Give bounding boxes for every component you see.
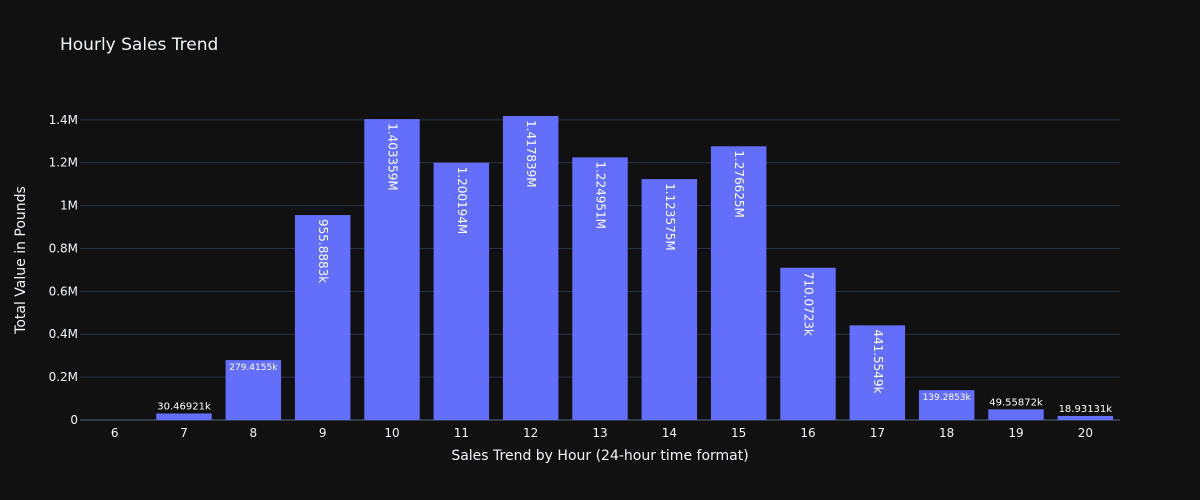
- x-tick-label: 10: [384, 426, 399, 440]
- x-tick-label: 8: [250, 426, 258, 440]
- bar-hour-14: [641, 179, 698, 420]
- bar-hour-16: [780, 267, 836, 420]
- y-tick-label: 0: [70, 413, 78, 427]
- bar-hour-8: [225, 360, 282, 420]
- bar-data-label: 1.200194M: [455, 167, 469, 235]
- bar-hour-7: [156, 413, 212, 420]
- bar-data-label: 18.93131k: [1059, 404, 1113, 415]
- x-tick-label: 15: [731, 426, 746, 440]
- x-tick-label: 16: [800, 426, 815, 440]
- bar-data-label: 1.276625M: [732, 150, 746, 218]
- x-axis-ticks: 6 7 8 9 10 11 12 13 14 15 16 17 18 19 20: [111, 426, 1093, 440]
- bar-hour-10: [364, 119, 420, 420]
- x-tick-label: 6: [111, 426, 119, 440]
- bar-data-label: 1.403359M: [386, 123, 400, 191]
- bar-data-label: 139.2853k: [923, 393, 972, 403]
- bar-hour-12: [502, 115, 559, 421]
- bar-hour-13: [572, 157, 628, 421]
- y-axis-ticks: 0 0.2M 0.4M 0.6M 0.8M 1M 1.2M 1.4M: [49, 113, 78, 427]
- bars: [156, 115, 1114, 421]
- bar-data-label: 441.5549k: [871, 329, 885, 393]
- y-tick-label: 1M: [60, 199, 78, 213]
- x-axis-title: Sales Trend by Hour (24-hour time format…: [451, 448, 748, 464]
- bar-data-label: 710.0723k: [802, 272, 816, 336]
- x-tick-label: 12: [523, 426, 538, 440]
- y-tick-label: 0.6M: [49, 284, 78, 298]
- x-tick-label: 13: [592, 426, 607, 440]
- x-tick-label: 20: [1078, 426, 1093, 440]
- x-tick-label: 18: [939, 426, 954, 440]
- bar-hour-11: [433, 162, 490, 421]
- bar-data-label: 49.55872k: [989, 397, 1043, 408]
- bar-data-label: 1.224951M: [594, 161, 608, 229]
- bar-hour-9: [294, 215, 351, 420]
- y-axis-title: Total Value in Pounds: [13, 186, 29, 335]
- y-tick-label: 0.4M: [49, 327, 78, 341]
- x-tick-label: 14: [662, 426, 677, 440]
- bar-hour-15: [710, 146, 767, 421]
- x-tick-label: 11: [454, 426, 469, 440]
- y-tick-label: 1.2M: [49, 156, 78, 170]
- bar-hour-17: [849, 325, 906, 420]
- x-tick-label: 7: [180, 426, 188, 440]
- bar-data-label: 279.4155k: [229, 363, 278, 373]
- bar-data-label: 30.46921k: [157, 401, 211, 412]
- bar-hour-19: [988, 409, 1044, 420]
- x-tick-label: 9: [319, 426, 327, 440]
- x-tick-label: 17: [870, 426, 885, 440]
- bar-hour-18: [918, 390, 975, 420]
- bar-data-label: 1.417839M: [524, 120, 538, 188]
- x-tick-label: 19: [1008, 426, 1023, 440]
- chart-title: Hourly Sales Trend: [60, 35, 218, 55]
- bar-data-label: 955.8883k: [316, 219, 330, 283]
- y-tick-label: 1.4M: [49, 113, 78, 127]
- bar-data-label: 1.123575M: [663, 183, 677, 251]
- y-tick-label: 0.2M: [49, 370, 78, 384]
- data-labels: 30.46921k 279.4155k 955.8883k 1.403359M 1.20…: [157, 120, 1112, 415]
- y-tick-label: 0.8M: [49, 241, 78, 255]
- bar-hour-20: [1057, 415, 1114, 420]
